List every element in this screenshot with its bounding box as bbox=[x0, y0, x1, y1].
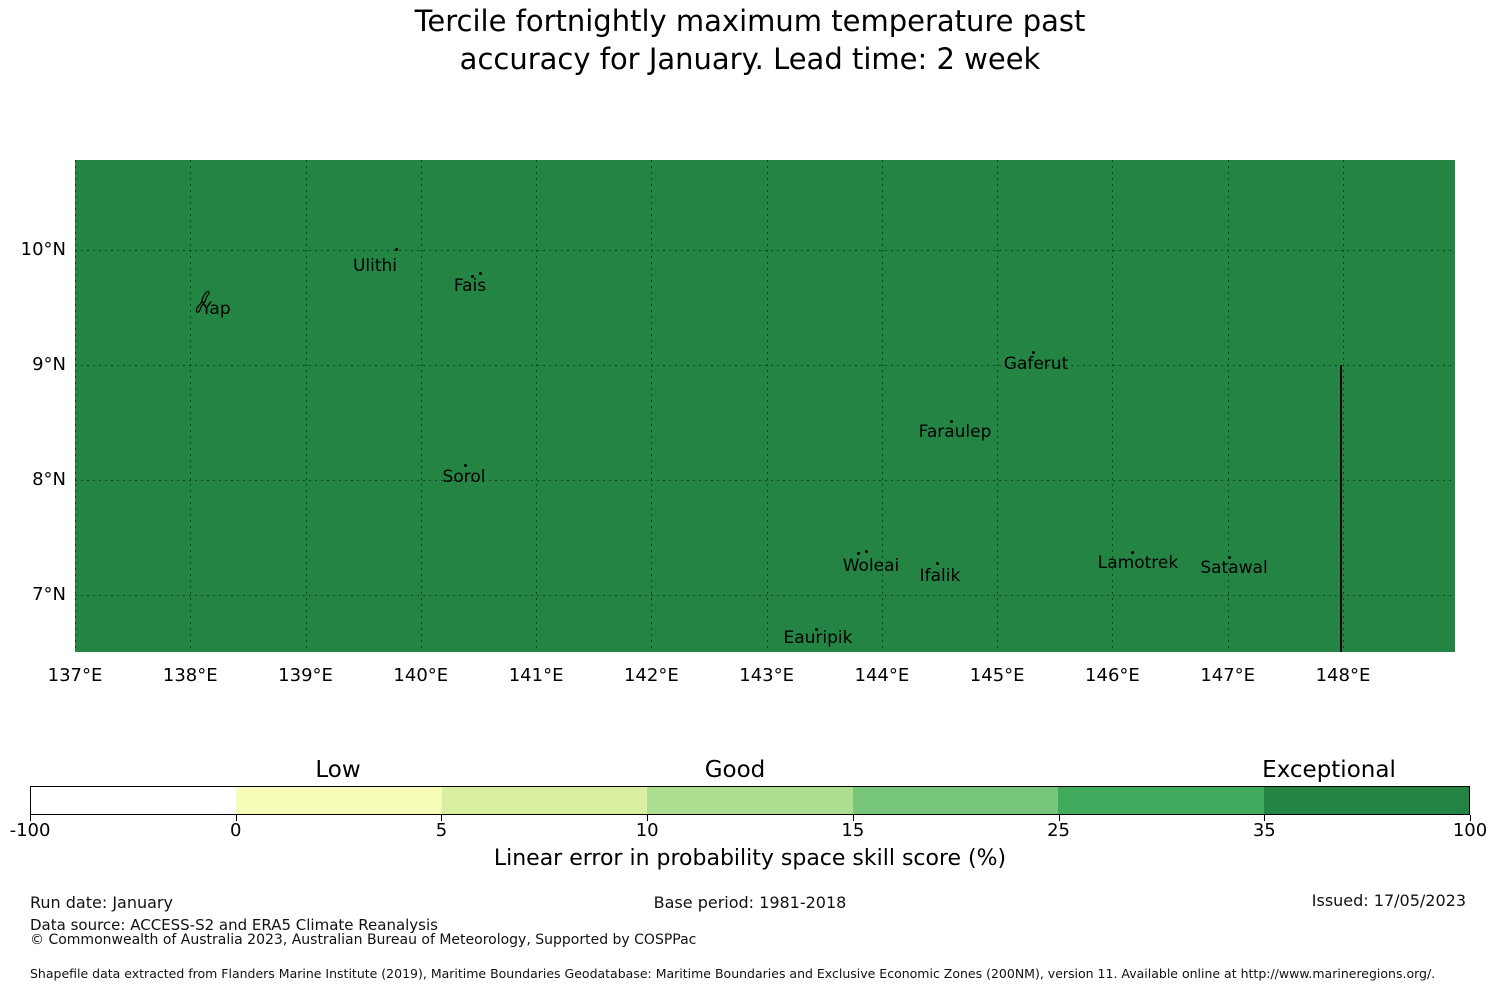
gridline-meridian bbox=[766, 160, 768, 652]
colorbar-tick bbox=[30, 815, 31, 821]
map-area: Yap Ulithi Fais Sorol Gaferut Faraulep Woleai I… bbox=[75, 160, 1455, 652]
place-label: Ifalik bbox=[919, 566, 961, 586]
island-dot bbox=[935, 561, 939, 565]
x-axis-tick-label: 148°E bbox=[1315, 665, 1371, 686]
copyright-text: © Commonwealth of Australia 2023, Austra… bbox=[30, 932, 697, 948]
x-axis-tick-label: 137°E bbox=[47, 665, 103, 686]
colorbar-tick bbox=[852, 815, 854, 821]
x-axis-tick-label: 144°E bbox=[854, 665, 910, 686]
place-label: Woleai bbox=[842, 556, 900, 576]
gridline-meridian bbox=[420, 160, 422, 652]
colorbar-tick-label: 0 bbox=[229, 820, 242, 841]
x-axis-tick-label: 140°E bbox=[393, 665, 449, 686]
colorbar-tick bbox=[441, 815, 443, 821]
x-axis-tick-label: 143°E bbox=[739, 665, 794, 686]
place-label: Satawal bbox=[1200, 558, 1268, 578]
x-axis-tick-label: 142°E bbox=[623, 665, 679, 686]
place-label: Yap bbox=[201, 299, 231, 319]
gridline-meridian bbox=[997, 160, 999, 652]
y-axis-tick-label: 7°N bbox=[32, 584, 66, 605]
colorbar-tick-label: 100 bbox=[1452, 820, 1488, 841]
x-axis-tick-label: 146°E bbox=[1085, 665, 1140, 686]
colorbar-class-label: Low bbox=[315, 757, 361, 783]
x-axis-tick-label: 145°E bbox=[969, 665, 1025, 686]
gridline-meridian bbox=[75, 160, 76, 652]
colorbar-segment bbox=[852, 787, 1059, 814]
island-dot bbox=[478, 271, 482, 275]
colorbar-tick bbox=[235, 815, 237, 821]
gridline-meridian bbox=[536, 160, 538, 652]
colorbar-tick-label: -100 bbox=[9, 820, 51, 841]
colorbar-segment bbox=[236, 787, 442, 814]
island-dot bbox=[814, 627, 818, 631]
colorbar-tick bbox=[1264, 815, 1266, 821]
colorbar-tick bbox=[1470, 815, 1471, 821]
colorbar-tick bbox=[647, 815, 649, 821]
y-axis-tick-label: 10°N bbox=[20, 239, 66, 260]
gridline-parallel bbox=[75, 480, 1455, 481]
gridline-meridian bbox=[881, 160, 883, 652]
colorbar-tick-label: 15 bbox=[841, 820, 865, 841]
issued-date-text: Issued: 17/05/2023 bbox=[1311, 891, 1466, 910]
title-line-2: accuracy for January. Lead time: 2 week bbox=[459, 42, 1041, 76]
gridline-meridian bbox=[305, 160, 307, 652]
gridline-meridian bbox=[1227, 160, 1229, 652]
island-dot bbox=[864, 549, 868, 553]
gridline-meridian bbox=[1342, 160, 1344, 652]
colorbar-tick-label: 5 bbox=[435, 820, 448, 841]
shapefile-attribution-text: Shapefile data extracted from Flanders M… bbox=[30, 966, 1436, 981]
gridline-parallel bbox=[75, 250, 1455, 251]
place-label: Sorol bbox=[442, 467, 486, 487]
data-source-text: Data source: ACCESS-S2 and ERA5 Climate … bbox=[30, 916, 438, 934]
gridline-meridian bbox=[190, 160, 192, 652]
figure-title: Tercile fortnightly maximum temperature … bbox=[0, 2, 1500, 78]
place-label: Gaferut bbox=[1003, 354, 1069, 374]
colorbar-class-label: Good bbox=[704, 757, 766, 783]
x-axis-tick-label: 147°E bbox=[1200, 665, 1256, 686]
island-dot bbox=[463, 463, 467, 467]
colorbar-segment bbox=[31, 787, 237, 814]
run-date-text: Run date: January bbox=[30, 893, 173, 912]
colorbar-segment bbox=[441, 787, 648, 814]
yap-island-shape bbox=[193, 289, 215, 315]
x-axis-tick-label: 141°E bbox=[508, 665, 564, 686]
colorbar-class-label: Exceptional bbox=[1262, 757, 1396, 783]
island-dot bbox=[394, 247, 398, 251]
colorbar-segment bbox=[647, 787, 853, 814]
colorbar-segment bbox=[1263, 787, 1469, 814]
colorbar-segment bbox=[1058, 787, 1264, 814]
gridline-meridian bbox=[651, 160, 653, 652]
x-axis-tick-label: 138°E bbox=[162, 665, 218, 686]
place-label: Eauripik bbox=[783, 628, 853, 648]
gridline-parallel bbox=[75, 595, 1455, 596]
island-dot bbox=[1130, 550, 1134, 554]
colorbar-tick-label: 35 bbox=[1252, 820, 1276, 841]
island-dot bbox=[949, 419, 953, 423]
place-label: Lamotrek bbox=[1097, 553, 1179, 573]
island-dot bbox=[470, 274, 474, 278]
island-dot bbox=[856, 551, 860, 555]
place-label: Fais bbox=[453, 276, 487, 296]
y-axis-tick-label: 9°N bbox=[32, 354, 66, 375]
island-dot bbox=[1227, 555, 1231, 559]
island-dot bbox=[1031, 350, 1035, 354]
gridline-meridian bbox=[1112, 160, 1114, 652]
gridline-parallel bbox=[75, 365, 1455, 366]
base-period-text: Base period: 1981-2018 bbox=[653, 893, 847, 912]
colorbar-tick-label: 25 bbox=[1047, 820, 1071, 841]
y-axis-tick-label: 8°N bbox=[32, 469, 66, 490]
eez-boundary-line bbox=[1340, 365, 1342, 652]
colorbar-tick-label: 10 bbox=[635, 820, 659, 841]
place-label: Ulithi bbox=[352, 256, 398, 276]
colorbar-axis-label: Linear error in probability space skill … bbox=[493, 846, 1007, 871]
colorbar-tick bbox=[1058, 815, 1060, 821]
x-axis-tick-label: 139°E bbox=[278, 665, 333, 686]
colorbar bbox=[30, 786, 1470, 815]
place-label: Faraulep bbox=[918, 422, 992, 442]
title-line-1: Tercile fortnightly maximum temperature … bbox=[414, 4, 1086, 38]
